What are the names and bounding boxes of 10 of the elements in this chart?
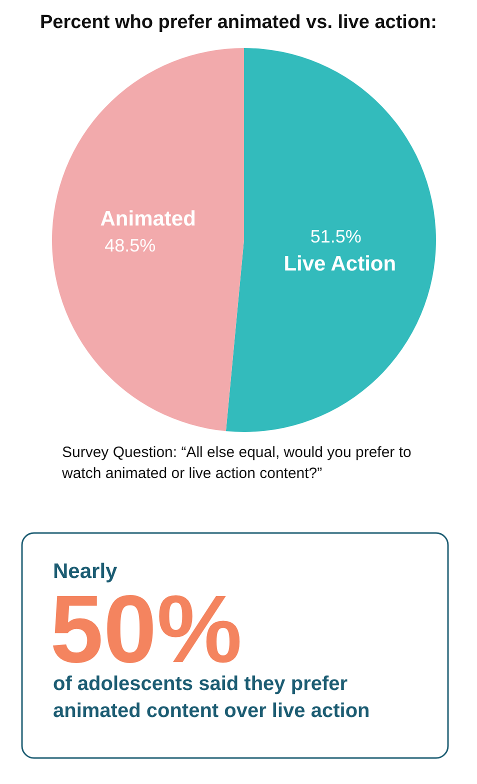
text: Nearly	[53, 560, 118, 583]
text: Survey Question: “All else equal, would you prefer to watch animated or live action content?”	[61, 444, 412, 482]
text: of adolescents said they prefer animated content over live action	[53, 673, 370, 722]
chart-title: Percent who prefer animated vs. live action:	[40, 12, 438, 33]
slice-label: Live Action	[284, 252, 396, 276]
slice-label: Animated	[100, 207, 196, 230]
data-label: 48.5%	[104, 235, 156, 256]
data-label: 51.5%	[310, 226, 362, 247]
pie-slice	[52, 48, 244, 432]
pie-slice	[226, 48, 436, 432]
